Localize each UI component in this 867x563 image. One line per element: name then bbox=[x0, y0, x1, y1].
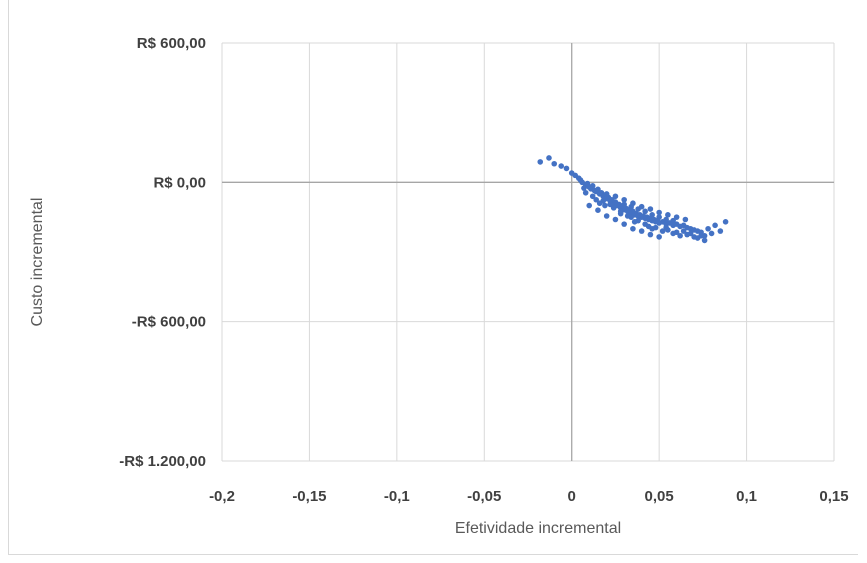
data-point bbox=[593, 196, 599, 203]
data-point bbox=[628, 203, 634, 210]
data-point bbox=[717, 228, 724, 234]
data-point bbox=[670, 217, 676, 224]
chart-frame: R$ 600,00 R$ 0,00 -R$ 600,00 -R$ 1.200,00 -… bbox=[8, 0, 858, 555]
data-point bbox=[551, 160, 558, 167]
x-axis-title: Efetividade incremental bbox=[455, 520, 621, 537]
data-point bbox=[712, 222, 718, 229]
data-point bbox=[665, 212, 671, 218]
data-point bbox=[659, 228, 666, 234]
data-point bbox=[649, 212, 655, 218]
x-tick-label: -0,15 bbox=[292, 488, 326, 505]
data-point bbox=[621, 201, 627, 208]
data-point bbox=[722, 219, 729, 225]
gridlines bbox=[221, 42, 835, 462]
data-point bbox=[603, 191, 610, 197]
data-point bbox=[628, 214, 634, 220]
data-point bbox=[589, 193, 596, 200]
data-point bbox=[691, 234, 697, 240]
y-tick-label: -R$ 1.200,00 bbox=[119, 453, 206, 470]
data-point bbox=[595, 186, 601, 193]
data-point bbox=[612, 216, 619, 223]
data-point bbox=[589, 183, 596, 189]
axes bbox=[222, 43, 834, 461]
data-point bbox=[698, 232, 704, 239]
x-tick-label: -0,1 bbox=[384, 488, 410, 505]
data-point bbox=[677, 232, 683, 239]
data-point bbox=[708, 230, 715, 237]
data-point bbox=[656, 234, 662, 240]
data-point bbox=[607, 201, 613, 208]
data-point bbox=[617, 210, 624, 217]
x-tick-label: -0,2 bbox=[209, 488, 235, 505]
y-tick-label: -R$ 600,00 bbox=[132, 314, 206, 331]
data-point bbox=[701, 237, 708, 244]
x-tick-label: 0,1 bbox=[736, 488, 757, 505]
data-point bbox=[663, 216, 669, 223]
x-tick-label: 0 bbox=[568, 488, 576, 505]
data-point bbox=[638, 228, 645, 234]
data-point bbox=[682, 216, 689, 223]
data-point bbox=[595, 207, 601, 213]
y-axis-title: Custo incremental bbox=[29, 198, 46, 327]
data-point bbox=[656, 214, 662, 220]
data-point bbox=[670, 230, 676, 237]
data-point bbox=[563, 165, 570, 172]
data-point bbox=[630, 225, 636, 232]
data-point bbox=[663, 224, 669, 231]
data-point bbox=[705, 225, 711, 232]
y-tick-label: R$ 600,00 bbox=[137, 35, 206, 52]
data-point bbox=[596, 200, 603, 207]
data-point bbox=[603, 213, 610, 219]
data-point bbox=[647, 231, 654, 238]
data-point bbox=[642, 208, 648, 215]
data-point bbox=[673, 214, 680, 220]
data-point bbox=[631, 219, 638, 225]
data-point bbox=[602, 202, 608, 209]
data-point bbox=[537, 159, 544, 165]
scatter-chart: R$ 600,00 R$ 0,00 -R$ 600,00 -R$ 1.200,00 -… bbox=[29, 35, 849, 537]
data-point bbox=[680, 228, 687, 234]
data-point bbox=[582, 189, 589, 196]
data-point bbox=[687, 230, 694, 237]
data-point bbox=[558, 163, 565, 169]
data-points bbox=[537, 155, 729, 244]
data-point bbox=[621, 196, 627, 203]
data-point bbox=[647, 206, 654, 212]
data-point bbox=[656, 209, 662, 216]
data-point bbox=[586, 202, 592, 209]
data-point bbox=[621, 221, 627, 227]
x-tick-label: 0,05 bbox=[645, 488, 674, 505]
data-point bbox=[635, 206, 641, 212]
y-tick-label: R$ 0,00 bbox=[153, 174, 206, 191]
data-point bbox=[546, 155, 552, 161]
x-tick-label: -0,05 bbox=[467, 488, 501, 505]
x-tick-labels: -0,2 -0,15 -0,1 -0,05 0 0,05 0,1 0,15 bbox=[209, 488, 849, 505]
data-point bbox=[581, 185, 587, 191]
y-tick-labels: R$ 600,00 R$ 0,00 -R$ 600,00 -R$ 1.200,00 bbox=[119, 35, 206, 470]
data-point bbox=[610, 205, 617, 211]
data-point bbox=[649, 225, 655, 232]
x-tick-label: 0,15 bbox=[819, 488, 848, 505]
data-point bbox=[612, 193, 619, 200]
